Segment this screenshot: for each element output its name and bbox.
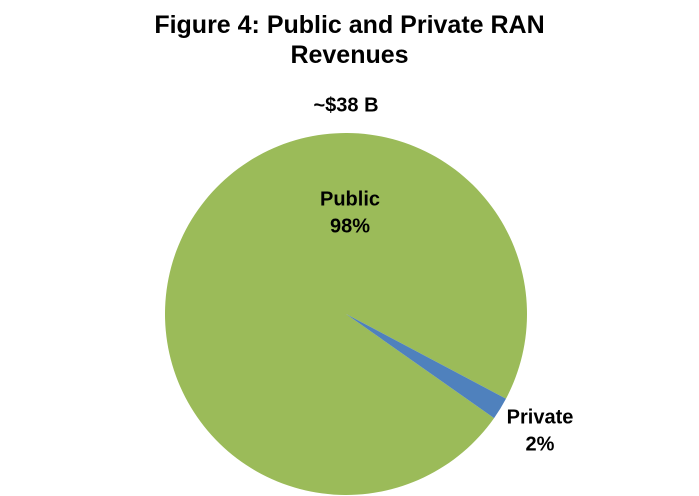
value-label: 2% [526, 433, 555, 455]
chart-subtitle: ~$38 B [313, 94, 378, 116]
chart-title-box: Figure 4: Public and Private RAN Revenue… [0, 10, 699, 70]
pie-slice [164, 133, 527, 496]
slice-label: Public [320, 188, 380, 210]
slice-label: Private [507, 406, 574, 428]
pie-slice [346, 314, 506, 419]
value-label: 98% [330, 215, 370, 237]
chart-title: Figure 4: Public and Private RAN Revenue… [154, 11, 545, 69]
